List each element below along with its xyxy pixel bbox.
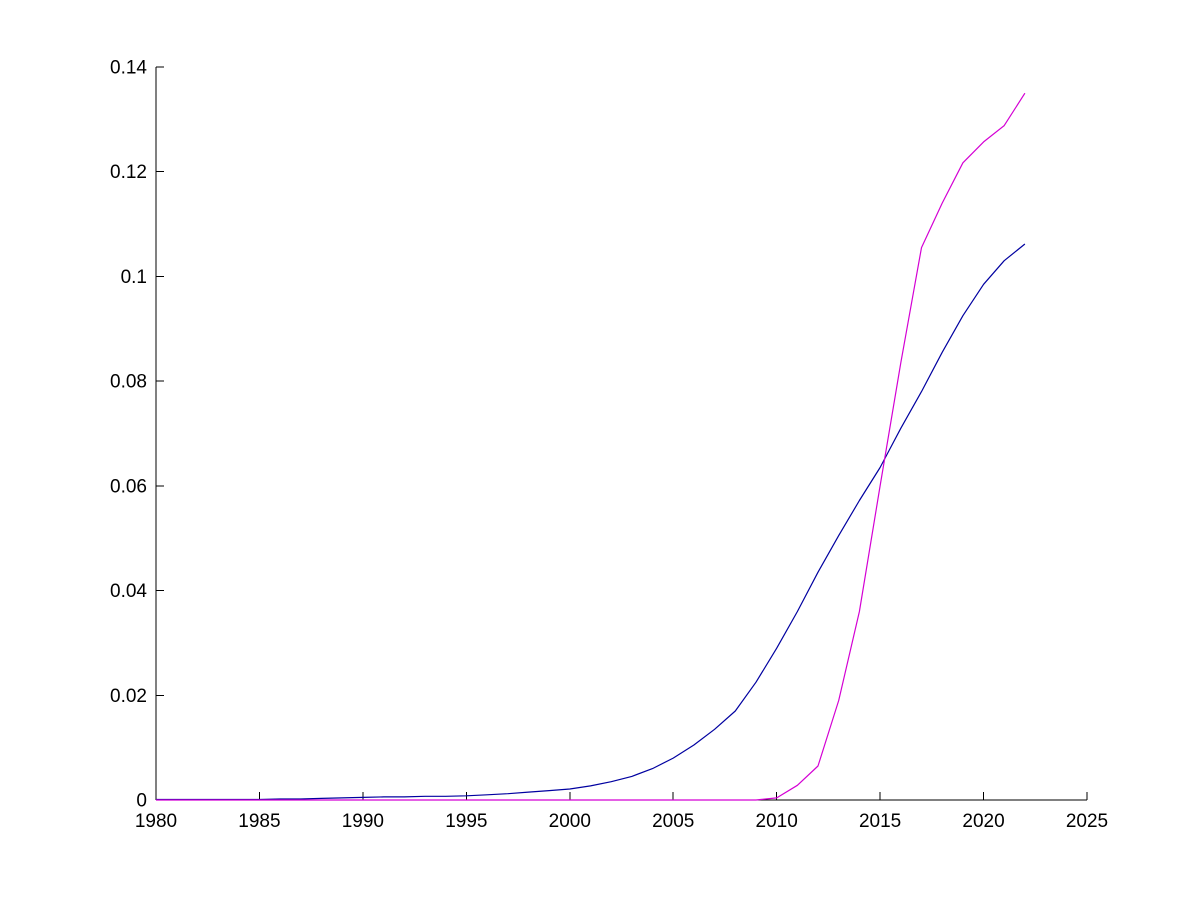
y-tick-label: 0.06 bbox=[110, 476, 147, 497]
axes bbox=[155, 67, 1087, 801]
y-tick-label: 0.02 bbox=[110, 686, 147, 707]
x-tick-label: 2015 bbox=[859, 811, 901, 832]
series-magenta-line bbox=[156, 92, 1026, 801]
x-tick-label: 2025 bbox=[1066, 811, 1108, 832]
y-tick-label: 0.04 bbox=[110, 581, 147, 602]
x-tick-label: 2010 bbox=[756, 811, 798, 832]
x-tick-label: 1995 bbox=[445, 811, 487, 832]
x-tick-label: 2005 bbox=[652, 811, 694, 832]
y-tick-label: 0.14 bbox=[110, 58, 147, 79]
x-tick-label: 2000 bbox=[549, 811, 591, 832]
y-axis-ticks bbox=[156, 66, 164, 801]
x-axis-tick-labels: 1980 1985 1990 1995 2000 2005 2010 2015 2020 2025 bbox=[135, 811, 1108, 832]
x-tick-label: 1985 bbox=[238, 811, 280, 832]
series-blue-line bbox=[156, 243, 1026, 801]
y-axis-tick-labels: 0 0.02 0.04 0.06 0.08 0.1 0.12 0.14 bbox=[110, 58, 147, 812]
x-tick-label: 1990 bbox=[342, 811, 384, 832]
x-tick-label: 1980 bbox=[135, 811, 177, 832]
x-tick-label: 2020 bbox=[962, 811, 1004, 832]
plot-series bbox=[156, 92, 1026, 801]
y-tick-label: 0.1 bbox=[121, 267, 147, 288]
y-tick-label: 0.08 bbox=[110, 372, 147, 393]
y-tick-label: 0.12 bbox=[110, 162, 147, 183]
y-tick-label: 0 bbox=[136, 791, 147, 812]
